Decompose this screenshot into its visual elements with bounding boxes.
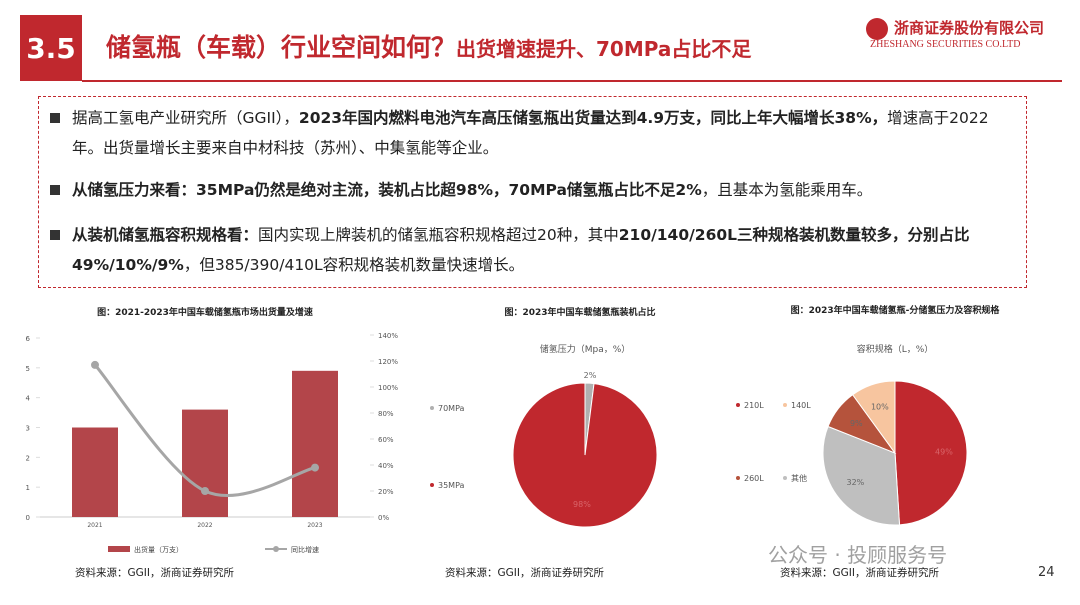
bullet-run: 210/140/260L三种规格装机数量较多，分别占比49%/10%/9%	[72, 226, 970, 274]
point	[311, 463, 319, 472]
y-tick-label: 2	[26, 454, 30, 462]
company-name-en: ZHESHANG SECURITIES CO.LTD	[870, 39, 1021, 50]
bullet-run: 35MPa仍然是绝对主流，装机占比超98%，70MPa储氢瓶占比不足2%	[196, 181, 702, 199]
point	[201, 487, 209, 495]
data-label: 98%	[573, 500, 591, 509]
y2-tick-label: 140%	[378, 332, 398, 340]
bullet-run: ，但385/390/410L容积规格装机数量快速增长。	[183, 256, 525, 274]
bar	[72, 427, 118, 517]
bullet: 从储氢压力来看：35MPa仍然是绝对主流，装机占比超98%，70MPa储氢瓶占比…	[50, 175, 1010, 205]
legend-swatch	[736, 403, 740, 407]
chart-source: 资料来源：GGII，浙商证券研究所	[445, 566, 604, 579]
y2-tick-label: 0%	[378, 514, 389, 522]
slide-title: 储氢瓶（车载）行业空间如何？出货增速提升、70MPa占比不足	[106, 28, 751, 64]
watermark: 公众号 · 投顾服务号	[768, 543, 947, 567]
legend-swatch	[273, 546, 279, 552]
bullet-run: 国内实现上牌装机的储氢瓶容积规格超过20种，其中	[258, 226, 619, 244]
company-name: 浙商证券股份有限公司	[894, 19, 1045, 37]
bar	[292, 370, 338, 517]
y2-tick-label: 100%	[378, 384, 398, 392]
bullet-text: 据高工氢电产业研究所（GGII），2023年国内燃料电池汽车高压储氢瓶出货量达到…	[50, 103, 1010, 163]
bullet-run: 据高工氢电产业研究所（GGII），	[72, 109, 299, 127]
chart-title: 图：2021-2023年中国车载储氢瓶市场出货量及增速	[97, 306, 313, 318]
x-tick-label: 2023	[307, 522, 322, 529]
title-sub: 出货增速提升、70MPa占比不足	[456, 37, 752, 61]
bullet: 据高工氢电产业研究所（GGII），2023年国内燃料电池汽车高压储氢瓶出货量达到…	[50, 103, 1010, 163]
x-tick-label: 2022	[197, 522, 212, 529]
bullet: 从装机储氢瓶容积规格看：国内实现上牌装机的储氢瓶容积规格超过20种，其中210/…	[50, 220, 1010, 280]
pie-subtitle: 容积规格（L，%）	[857, 343, 934, 355]
header-rule	[82, 80, 1062, 82]
x-tick-label: 2021	[87, 522, 102, 529]
bar	[182, 409, 228, 517]
pie-slice	[851, 380, 896, 455]
data-label: 9%	[850, 419, 863, 428]
y-tick-label: 5	[26, 365, 30, 373]
legend-label: 35MPa	[438, 481, 465, 490]
y-tick-label: 1	[26, 484, 30, 492]
pie-slice	[512, 382, 658, 528]
legend-label: 70MPa	[438, 404, 465, 413]
legend-swatch	[430, 406, 434, 410]
legend-label: 同比增速	[291, 545, 319, 554]
bullet-run: 增速高于2022年。出货量增长主要来自中材科技（苏州）、中集氢能等企业。	[72, 109, 989, 157]
section-number: 3.5	[20, 15, 82, 81]
legend-label: 260L	[744, 474, 764, 483]
data-label: 10%	[871, 402, 889, 411]
y2-tick-label: 20%	[378, 488, 394, 496]
bullet-text: 从储氢压力来看：35MPa仍然是绝对主流，装机占比超98%，70MPa储氢瓶占比…	[50, 175, 1010, 205]
chart-source: 资料来源：GGII，浙商证券研究所	[75, 566, 234, 579]
legend-label: 210L	[744, 401, 764, 410]
bullet-run: ，且基本为氢能乘用车。	[701, 181, 873, 199]
y2-tick-label: 40%	[378, 462, 394, 470]
y2-tick-label: 120%	[378, 358, 398, 366]
data-label: 2%	[584, 371, 597, 380]
chart-source: 资料来源：GGII，浙商证券研究所	[780, 566, 939, 579]
bullet-run: 从装机储氢瓶容积规格看：	[72, 226, 259, 244]
logo	[866, 18, 888, 40]
bullet-run: 从储氢压力来看：	[72, 181, 197, 199]
pie-subtitle: 储氢压力（Mpa，%）	[540, 343, 631, 355]
page-number: 24	[1038, 565, 1055, 580]
chart-title: 图：2023年中国车载储氢瓶-分储氢压力及容积规格	[791, 304, 1001, 316]
legend-swatch	[108, 546, 130, 552]
legend-swatch	[736, 476, 740, 480]
legend-label: 其他	[791, 473, 807, 483]
legend-label: 140L	[791, 401, 811, 410]
legend-label: 出货量（万支）	[134, 545, 183, 554]
data-label: 32%	[846, 478, 864, 487]
point	[91, 360, 99, 369]
y-tick-label: 0	[26, 514, 30, 522]
summary-box	[38, 96, 1027, 288]
pie-slice	[822, 425, 901, 526]
y2-tick-label: 80%	[378, 410, 394, 418]
y-tick-label: 4	[26, 395, 31, 403]
title-main: 储氢瓶（车载）行业空间如何？	[106, 33, 457, 62]
bullet-run: 2023年国内燃料电池汽车高压储氢瓶出货量达到4.9万支，同比上年大幅增长38%…	[298, 109, 888, 127]
y-tick-label: 6	[26, 335, 31, 343]
bullet-text: 从装机储氢瓶容积规格看：国内实现上牌装机的储氢瓶容积规格超过20种，其中210/…	[50, 220, 1010, 280]
y-tick-label: 3	[26, 425, 30, 433]
legend-swatch	[783, 403, 787, 407]
y2-tick-label: 60%	[378, 436, 394, 444]
data-label: 49%	[935, 447, 953, 456]
chart-title: 图：2023年中国车载储氢瓶装机占比	[504, 306, 655, 318]
legend-swatch	[430, 483, 434, 487]
legend-swatch	[783, 476, 787, 480]
pie-slice	[894, 380, 968, 526]
